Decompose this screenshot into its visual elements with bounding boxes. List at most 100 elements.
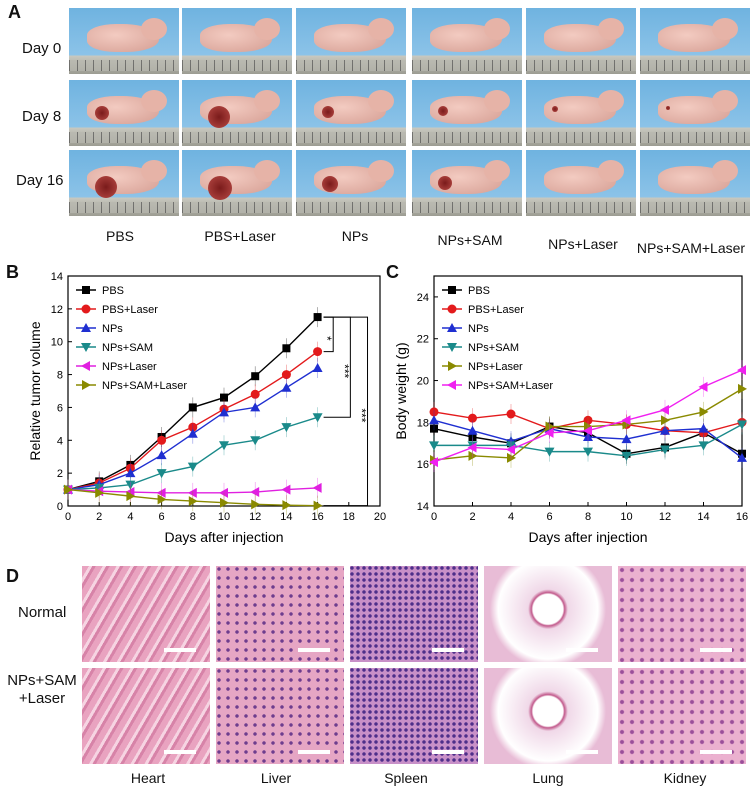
- tumor-volume-chart: 0 2 4 6 8 10 12 14 16 18 20 0 2 4 6 8 10 12 14 Days after i…: [27, 271, 386, 545]
- x-tick-label: 14: [697, 511, 709, 523]
- histology-image: [484, 668, 612, 764]
- histo-row-treated-line2: +Laser: [18, 690, 66, 707]
- data-point: [219, 407, 229, 417]
- legend-marker: [447, 323, 457, 332]
- y-tick-label: 18: [417, 417, 429, 429]
- mouse-photo: [412, 80, 522, 146]
- mouse-photo: [69, 80, 179, 146]
- legend-marker: [81, 343, 91, 352]
- histo-row-normal: Normal: [18, 604, 67, 621]
- y-tick-label: 10: [51, 337, 63, 349]
- data-point: [126, 491, 136, 502]
- scale-bar: [700, 648, 732, 652]
- data-point: [220, 393, 228, 402]
- panel-a-label: A: [8, 2, 21, 22]
- organ-label-heart: Heart: [130, 770, 166, 786]
- x-tick-label: 2: [96, 511, 102, 523]
- data-point: [219, 487, 228, 498]
- x-axis-label: Days after injection: [528, 529, 647, 545]
- legend-label: NPs+Laser: [102, 361, 157, 373]
- legend-label: NPs+Laser: [468, 361, 523, 373]
- histo-row-treated: NPs+SAM +Laser: [4, 672, 80, 708]
- data-point: [250, 402, 261, 412]
- x-tick-label: 8: [190, 511, 196, 523]
- data-point: [660, 404, 669, 415]
- x-tick-label: 2: [469, 511, 475, 523]
- y-tick-label: 14: [417, 501, 429, 513]
- scale-bar: [566, 648, 598, 652]
- data-point: [220, 497, 229, 508]
- x-tick-label: 18: [343, 511, 355, 523]
- histology-image: [350, 566, 478, 662]
- legend-marker: [447, 343, 457, 352]
- data-point: [429, 441, 439, 451]
- legend-label: NPs: [468, 323, 489, 335]
- y-tick-label: 12: [51, 304, 63, 316]
- organ-label-liver: Liver: [260, 770, 292, 786]
- data-point: [506, 409, 516, 419]
- data-point: [507, 452, 516, 463]
- scale-bar: [566, 750, 598, 754]
- data-point: [621, 415, 631, 426]
- significance-mark: ***: [337, 364, 351, 378]
- scale-bar: [700, 750, 732, 754]
- significance-mark: *: [320, 336, 334, 341]
- x-tick-label: 8: [585, 511, 591, 523]
- legend-marker: [81, 304, 91, 314]
- x-tick-label: 10: [620, 511, 632, 523]
- legend-label: NPs+SAM: [102, 342, 153, 354]
- data-point: [429, 415, 439, 425]
- data-point: [250, 389, 260, 399]
- x-tick-label: 10: [218, 511, 230, 523]
- data-point: [429, 457, 438, 468]
- row-label-day16: Day 16: [16, 172, 64, 189]
- data-point: [251, 372, 260, 381]
- data-point: [698, 441, 709, 451]
- data-point: [250, 436, 261, 446]
- x-tick-label: 14: [280, 511, 292, 523]
- y-tick-label: 20: [417, 376, 429, 388]
- legend-label: NPs+SAM: [468, 342, 519, 354]
- mouse-photo: [182, 80, 292, 146]
- data-point: [157, 435, 167, 445]
- y-tick-label: 14: [51, 271, 63, 283]
- group-label-nps: NPs: [341, 228, 369, 244]
- data-point: [250, 487, 260, 498]
- data-point: [251, 499, 261, 510]
- histology-image: [618, 668, 746, 764]
- mouse-photo: [640, 80, 750, 146]
- mouse-photo: [296, 80, 406, 146]
- scale-bar: [432, 648, 464, 652]
- legend-marker: [447, 380, 456, 390]
- data-point: [698, 423, 709, 433]
- histology-image: [216, 566, 344, 662]
- histology-image: [216, 668, 344, 764]
- data-point: [621, 434, 632, 444]
- data-point: [281, 484, 291, 495]
- x-tick-label: 16: [736, 511, 748, 523]
- data-point: [737, 420, 747, 430]
- histology-image: [82, 566, 210, 662]
- data-point: [282, 344, 291, 353]
- legend-marker: [448, 361, 457, 371]
- data-point: [281, 382, 292, 392]
- mouse-photo: [69, 150, 179, 216]
- significance-bracket: [323, 316, 369, 507]
- legend-marker: [447, 304, 457, 314]
- mouse-photo: [412, 8, 522, 74]
- data-point: [281, 423, 292, 433]
- organ-label-kidney: Kidney: [663, 770, 707, 786]
- scale-bar: [164, 648, 196, 652]
- legend-label: PBS+Laser: [468, 304, 524, 316]
- data-point: [312, 363, 323, 372]
- data-point: [281, 370, 291, 380]
- legend-label: NPs: [102, 323, 123, 335]
- mouse-photo: [640, 8, 750, 74]
- x-tick-label: 0: [65, 511, 71, 523]
- data-point: [737, 452, 747, 462]
- x-tick-label: 12: [659, 511, 671, 523]
- scale-bar: [164, 750, 196, 754]
- data-point: [156, 450, 167, 460]
- data-point: [583, 447, 593, 457]
